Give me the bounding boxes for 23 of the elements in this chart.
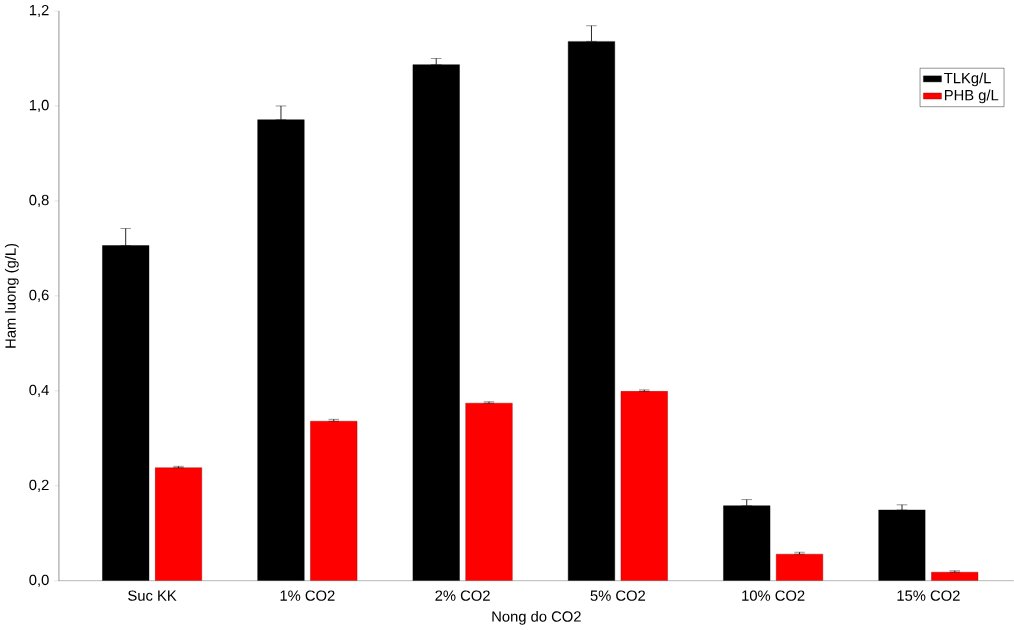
legend-label: TLKg/L: [944, 72, 991, 87]
y-tick-label: 0,2: [29, 479, 49, 493]
y-tick-label: 0,4: [29, 384, 49, 398]
x-tick-label: 2% CO2: [435, 590, 490, 602]
y-tick-label: 1,0: [29, 100, 49, 113]
x-tick-label: 15% CO2: [897, 590, 960, 602]
y-tick-label: 0,6: [29, 289, 49, 303]
bar: [776, 554, 824, 581]
x-tick-label: Suc KK: [128, 590, 177, 602]
x-tick-label: 10% CO2: [742, 590, 805, 602]
bar: [620, 391, 668, 581]
x-tick-label: 5% CO2: [590, 590, 646, 602]
x-tick-label: 1% CO2: [280, 590, 335, 602]
bar: [931, 572, 979, 581]
y-axis-title: Ham luong (g/L): [4, 244, 19, 348]
legend-label: PHB g/L: [944, 89, 999, 104]
bar: [154, 467, 202, 581]
y-tick-label: 1,2: [29, 5, 49, 18]
bar: [465, 403, 513, 581]
y-tick-label: 0,8: [29, 195, 49, 208]
y-tick-label: 0,0: [29, 574, 49, 588]
x-axis-title: Nong do CO2: [492, 611, 581, 625]
bar: [310, 421, 358, 581]
